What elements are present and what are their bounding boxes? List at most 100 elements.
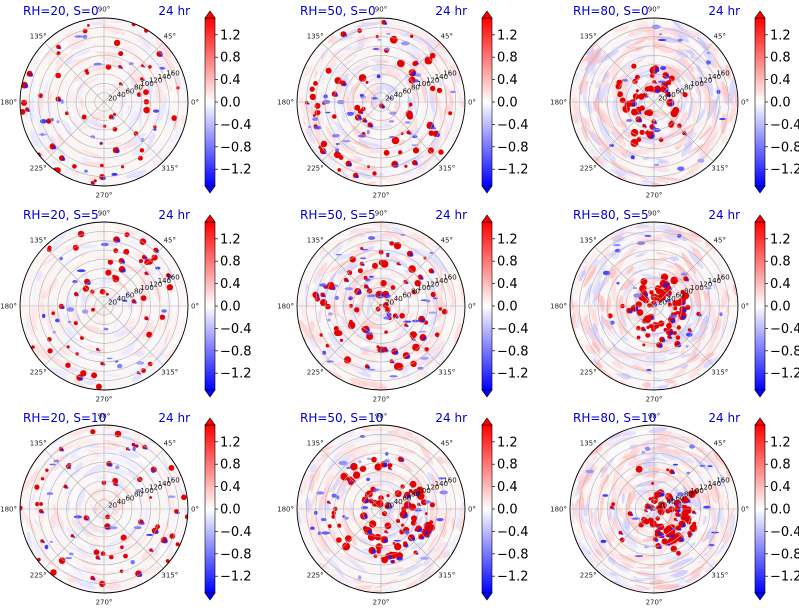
colorbar: 1.20.80.40.0−0.4−0.8−1.2 bbox=[481, 214, 529, 398]
field-texture bbox=[122, 243, 134, 255]
downdraft-cell bbox=[134, 444, 137, 447]
convective-cell bbox=[336, 537, 342, 543]
radial-tick-label: 80 bbox=[134, 84, 143, 92]
field-texture bbox=[723, 486, 727, 511]
field-texture bbox=[28, 488, 35, 497]
downdraft-cell bbox=[93, 182, 96, 185]
field-texture bbox=[67, 499, 71, 513]
field-texture bbox=[336, 574, 345, 582]
field-texture bbox=[92, 498, 104, 518]
field-texture bbox=[577, 469, 595, 490]
downdraft-cell bbox=[378, 347, 381, 349]
field-texture bbox=[46, 438, 67, 456]
field-texture bbox=[368, 164, 390, 172]
field-texture bbox=[398, 449, 416, 454]
downdraft-cell bbox=[677, 514, 681, 517]
convective-cell bbox=[371, 456, 377, 463]
polar-frame bbox=[19, 424, 189, 594]
convective-cell bbox=[399, 313, 405, 319]
field-texture bbox=[182, 296, 188, 312]
angle-tick-label: 315° bbox=[438, 164, 455, 172]
field-texture bbox=[657, 449, 677, 461]
field-texture bbox=[61, 28, 85, 45]
field-texture bbox=[398, 155, 425, 167]
field-texture bbox=[671, 77, 681, 104]
radial-tick-label: 100 bbox=[690, 487, 703, 495]
field-texture bbox=[87, 351, 104, 357]
downdraft-cell bbox=[406, 281, 409, 285]
field-texture bbox=[451, 70, 460, 84]
field-texture bbox=[305, 288, 312, 306]
downdraft-cell bbox=[420, 276, 424, 280]
radial-tick-label: 100 bbox=[690, 284, 703, 292]
field-texture bbox=[329, 118, 333, 127]
blue-patch bbox=[677, 38, 683, 42]
field-texture bbox=[329, 556, 351, 566]
field-texture bbox=[673, 137, 688, 149]
field-texture bbox=[695, 33, 708, 43]
downdraft-cell bbox=[334, 93, 338, 97]
radial-tick-label: 140 bbox=[435, 480, 448, 488]
field-texture bbox=[451, 273, 460, 299]
field-texture bbox=[48, 99, 52, 115]
field-texture bbox=[101, 567, 117, 571]
downdraft-cell bbox=[634, 307, 639, 312]
field-texture bbox=[53, 465, 61, 472]
field-texture bbox=[42, 343, 64, 358]
field-texture bbox=[183, 307, 188, 322]
field-texture bbox=[624, 363, 645, 378]
convective-cell bbox=[344, 535, 352, 543]
field-texture bbox=[92, 46, 109, 53]
field-texture bbox=[40, 158, 65, 171]
downdraft-cell bbox=[61, 157, 66, 161]
convective-cell bbox=[342, 542, 351, 551]
field-texture bbox=[666, 334, 693, 344]
angular-gridline bbox=[44, 246, 105, 307]
field-texture bbox=[106, 141, 123, 146]
field-texture bbox=[350, 274, 359, 284]
colorbar-extend-max bbox=[754, 214, 766, 223]
colorbar-tick-label: 0.8 bbox=[770, 51, 791, 66]
field-texture bbox=[660, 151, 674, 154]
field-texture bbox=[369, 445, 398, 451]
field-texture bbox=[35, 332, 46, 343]
convective-cell bbox=[312, 114, 316, 117]
blue-patch bbox=[73, 515, 83, 519]
colorbar-tick-label: −1.2 bbox=[220, 570, 252, 585]
colorbar-extend-max bbox=[754, 10, 766, 19]
convective-cell bbox=[316, 110, 321, 115]
field-texture bbox=[324, 50, 331, 66]
convective-cell bbox=[670, 109, 678, 118]
field-texture bbox=[611, 240, 634, 258]
radial-tick-label: 160 bbox=[443, 476, 456, 484]
field-texture bbox=[611, 563, 631, 572]
field-texture bbox=[702, 515, 707, 526]
field-texture bbox=[139, 480, 150, 493]
convective-cell bbox=[365, 80, 369, 84]
field-texture bbox=[331, 240, 342, 252]
convective-cell bbox=[412, 147, 420, 154]
field-texture bbox=[148, 550, 162, 559]
field-layer bbox=[298, 18, 465, 186]
downdraft-cell bbox=[643, 328, 647, 332]
field-texture bbox=[707, 264, 714, 273]
convective-cell bbox=[384, 522, 392, 530]
field-texture bbox=[86, 282, 114, 287]
field-texture bbox=[96, 231, 108, 238]
downdraft-cell bbox=[121, 268, 126, 273]
field-texture bbox=[583, 287, 591, 306]
convective-cell bbox=[159, 314, 166, 320]
angular-gridline bbox=[653, 246, 714, 307]
field-texture bbox=[452, 467, 462, 485]
angular-gridline bbox=[321, 42, 382, 103]
field-texture bbox=[330, 297, 339, 320]
field-texture bbox=[183, 507, 188, 517]
radial-tick-label: 120 bbox=[426, 281, 439, 289]
convective-cell bbox=[395, 544, 400, 549]
colorbar-extend-min bbox=[754, 592, 766, 601]
radial-tick-label: 20 bbox=[385, 501, 394, 509]
radial-tick-label: 40 bbox=[667, 91, 676, 99]
blue-patch bbox=[384, 459, 390, 463]
field-texture bbox=[71, 90, 78, 102]
downdraft-cell bbox=[668, 535, 671, 538]
